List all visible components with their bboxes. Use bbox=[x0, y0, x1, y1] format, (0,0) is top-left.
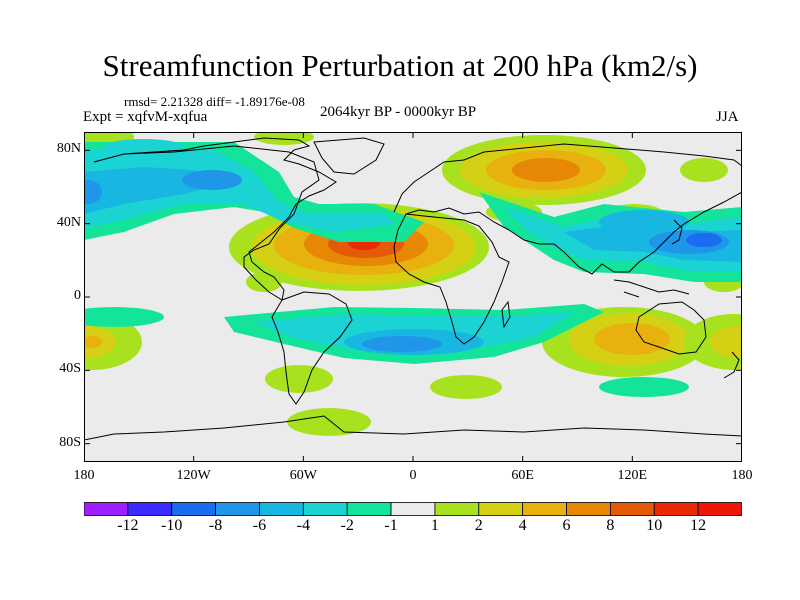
rmsd-diff-stats: rmsd= 2.21328 diff= -1.89176e-08 bbox=[124, 94, 305, 109]
colorbar-label: -2 bbox=[340, 517, 354, 534]
colorbar-label: 2 bbox=[474, 517, 483, 534]
colorbar-box bbox=[697, 502, 742, 516]
colorbar-label: -8 bbox=[208, 517, 223, 534]
coast-japan bbox=[671, 219, 683, 245]
lon-label: 180 bbox=[731, 468, 753, 483]
colorbar-box bbox=[259, 502, 304, 516]
colorbar-box bbox=[653, 502, 699, 516]
colorbar-label: -6 bbox=[252, 517, 267, 534]
lat-label: 40S bbox=[59, 361, 81, 377]
coast-australia bbox=[635, 301, 707, 355]
lat-label: 40N bbox=[56, 214, 81, 230]
lon-label: 0 bbox=[409, 468, 417, 483]
colorbar-box bbox=[127, 502, 173, 516]
colorbar-box bbox=[84, 502, 129, 516]
colorbar-label: 6 bbox=[562, 517, 571, 534]
streamfunction-map bbox=[84, 132, 742, 462]
colorbar-label: 12 bbox=[690, 517, 707, 534]
experiment-label: Expt = xqfvM-xqfua bbox=[83, 109, 208, 125]
colorbar-label: 8 bbox=[606, 517, 615, 534]
colorbar-label: 4 bbox=[518, 517, 527, 534]
lat-label: 80S bbox=[59, 434, 81, 450]
coast-north-america bbox=[93, 137, 337, 301]
colorbar-box bbox=[171, 502, 216, 516]
colorbar-box bbox=[610, 502, 655, 516]
lat-label: 0 bbox=[74, 288, 81, 303]
negative-anomaly-fields bbox=[84, 139, 742, 397]
coastlines bbox=[84, 137, 742, 441]
colorbar-label: 10 bbox=[646, 517, 663, 534]
coast-indonesia bbox=[613, 279, 690, 298]
coast-africa bbox=[393, 213, 510, 345]
colorbar-box bbox=[434, 502, 480, 516]
colorbar-box bbox=[346, 502, 392, 516]
colorbar-box bbox=[390, 502, 436, 516]
colorbar-label: -4 bbox=[296, 517, 310, 534]
colorbar-label: 1 bbox=[430, 517, 439, 534]
colorbar-box bbox=[302, 502, 348, 516]
lon-label: 120E bbox=[617, 468, 648, 483]
colorbar-label: -1 bbox=[384, 517, 398, 534]
plot-title: Streamfunction Perturbation at 200 hPa (… bbox=[102, 48, 698, 83]
coast-south-america bbox=[271, 291, 353, 405]
coast-madagascar bbox=[501, 300, 511, 329]
lat-label: 80N bbox=[56, 141, 81, 157]
lon-label: 180 bbox=[73, 468, 95, 483]
map-ticks bbox=[84, 132, 742, 462]
lon-label: 60E bbox=[511, 468, 534, 483]
colorbar-box bbox=[215, 502, 260, 516]
colorbar bbox=[84, 502, 742, 516]
coast-new-zealand bbox=[723, 351, 740, 379]
colorbar-box bbox=[478, 502, 524, 516]
season-label: JJA bbox=[716, 109, 739, 125]
lon-label: 60W bbox=[289, 468, 317, 483]
colorbar-label: -10 bbox=[161, 517, 183, 534]
coast-greenland bbox=[313, 137, 385, 175]
coast-europe-asia bbox=[393, 143, 742, 275]
colorbar-box bbox=[522, 502, 567, 516]
period-label: 2064kyr BP - 0000kyr BP bbox=[320, 104, 477, 120]
colorbar-label: -12 bbox=[117, 517, 139, 534]
lon-label: 120W bbox=[176, 468, 211, 483]
colorbar-box bbox=[566, 502, 611, 516]
coast-antarctica bbox=[84, 415, 742, 441]
